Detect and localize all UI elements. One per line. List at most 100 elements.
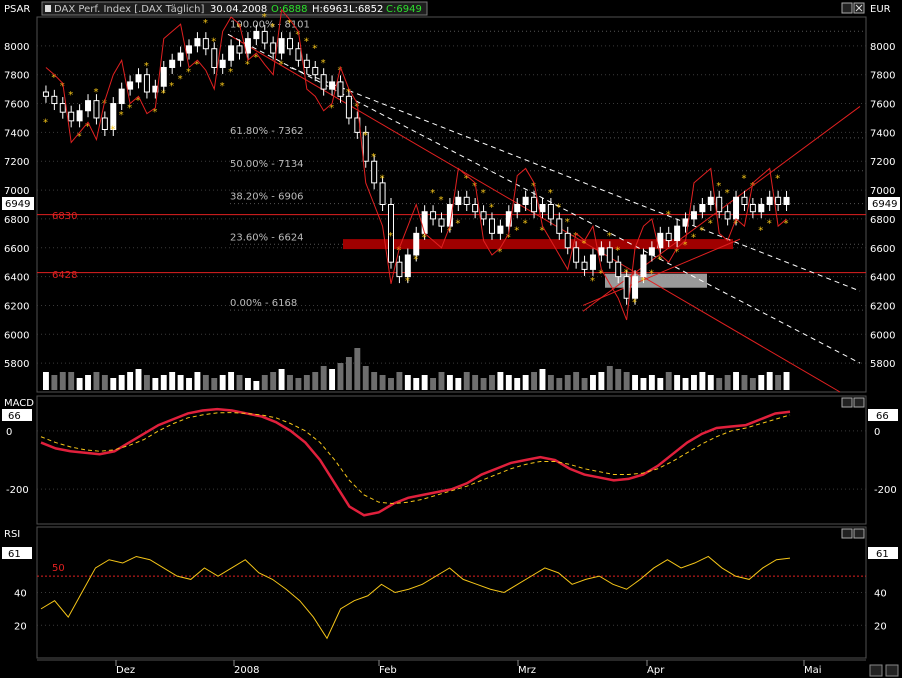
- volume-bar: [253, 381, 260, 390]
- fib-label: 100.00% - 8101: [230, 19, 310, 30]
- rsi-window-buttons[interactable]: [841, 528, 865, 539]
- psar-dot: *: [312, 44, 317, 55]
- psar-dot: *: [304, 37, 309, 48]
- rsi-tick-right: 40: [874, 589, 887, 600]
- volume-bar: [329, 369, 336, 390]
- candle-body: [287, 38, 294, 50]
- scroll-button-left[interactable]: [869, 664, 883, 677]
- volume-bar: [236, 375, 243, 390]
- candle-body: [514, 204, 521, 213]
- window-buttons[interactable]: [841, 2, 865, 14]
- psar-dot: *: [708, 218, 713, 229]
- candle-body: [758, 204, 765, 213]
- macd-close-button[interactable]: [853, 397, 865, 408]
- y-tick-label-left: 7000: [4, 186, 29, 197]
- y-tick-label-left: 6000: [4, 330, 29, 341]
- candle-body: [632, 276, 639, 299]
- rsi-tick-left: 40: [14, 589, 27, 600]
- trendline-up-2: [582, 238, 741, 306]
- psar-dot: *: [531, 181, 536, 192]
- volume-bar: [472, 375, 479, 390]
- volume-bar: [446, 375, 453, 390]
- candle-body: [733, 196, 740, 220]
- psar-dot: *: [136, 96, 141, 107]
- y-tick-label-right: 6600: [870, 244, 895, 255]
- macd-right-badge-box: [868, 409, 898, 421]
- rsi-tick-right: 20: [874, 621, 887, 632]
- volume-bar: [598, 372, 605, 390]
- rsi-close-button[interactable]: [853, 528, 865, 539]
- candle-body: [707, 196, 714, 206]
- volume-bar: [362, 366, 369, 390]
- candle-body: [598, 247, 605, 256]
- y-tick-label-right: 7800: [870, 71, 895, 82]
- psar-dot: *: [784, 218, 789, 229]
- psar-dot: *: [683, 240, 688, 251]
- macd-tick-right: 0: [874, 427, 880, 438]
- psar-dot: *: [60, 81, 65, 92]
- candle-body: [581, 261, 588, 270]
- x-tick-label: Dez: [116, 665, 135, 676]
- macd-left-badge-box: [2, 409, 32, 421]
- candle-body: [396, 261, 403, 278]
- x-tick-label: Feb: [379, 665, 397, 676]
- psar-dot: *: [758, 225, 763, 236]
- candle-body: [143, 74, 150, 93]
- candle-body: [430, 211, 437, 220]
- candle-body: [186, 45, 193, 54]
- psar-dot: *: [607, 231, 612, 242]
- macd-minimize-button[interactable]: [841, 397, 853, 408]
- minimize-button[interactable]: [841, 2, 853, 14]
- macd-right-badge: 66: [876, 411, 889, 422]
- volume-bar: [413, 378, 420, 390]
- volume-bar: [85, 375, 91, 390]
- volume-bar: [244, 378, 251, 390]
- psar-dot: *: [321, 58, 326, 69]
- candle-body: [421, 211, 428, 234]
- x-tick-label: Mrz: [518, 665, 536, 676]
- rsi-left-badge: 61: [8, 549, 21, 560]
- volume-bar: [749, 378, 756, 390]
- volume-bar: [665, 372, 672, 390]
- volume-bar: [312, 372, 319, 390]
- candle-body: [438, 218, 445, 227]
- volume-bar: [76, 378, 83, 390]
- candle-body: [623, 276, 630, 299]
- volume-bar: [640, 378, 647, 390]
- candle-body: [379, 182, 386, 206]
- psar-dot: *: [497, 247, 502, 258]
- psar-dot: *: [329, 103, 334, 114]
- candle-body: [51, 95, 58, 105]
- psar-dot: *: [523, 218, 528, 229]
- rsi-line: [40, 555, 791, 640]
- volume-bar: [345, 357, 352, 390]
- volume-bar: [463, 372, 470, 390]
- psar-dot: *: [270, 22, 275, 33]
- y-tick-label-left: 7800: [4, 71, 29, 82]
- rsi-minimize-button[interactable]: [841, 528, 853, 539]
- candle-body: [295, 48, 302, 61]
- candle-body: [531, 196, 538, 213]
- scroll-buttons[interactable]: [869, 664, 899, 677]
- psar-dot: *: [388, 231, 393, 242]
- macd-window-buttons[interactable]: [841, 397, 865, 408]
- psar-dot: *: [548, 188, 553, 199]
- volume-bar: [379, 375, 386, 390]
- candle-body: [253, 30, 260, 40]
- candle-body: [522, 196, 529, 206]
- volume-bar: [539, 369, 546, 390]
- scroll-button-right[interactable]: [885, 664, 899, 677]
- volume-bar: [194, 372, 201, 390]
- volume-bar: [186, 378, 192, 390]
- volume-bar: [337, 363, 344, 390]
- volume-bar: [455, 378, 462, 390]
- volume-bar: [547, 375, 554, 390]
- volume-bar: [615, 369, 622, 390]
- volume-bar: [152, 378, 159, 390]
- psar-dot: *: [455, 218, 460, 229]
- volume-bar: [741, 375, 748, 390]
- psar-dot: *: [245, 60, 250, 71]
- macd-tick-left: -200: [6, 485, 29, 496]
- rsi-right-badge-box: [868, 547, 898, 559]
- candle-body: [85, 100, 92, 112]
